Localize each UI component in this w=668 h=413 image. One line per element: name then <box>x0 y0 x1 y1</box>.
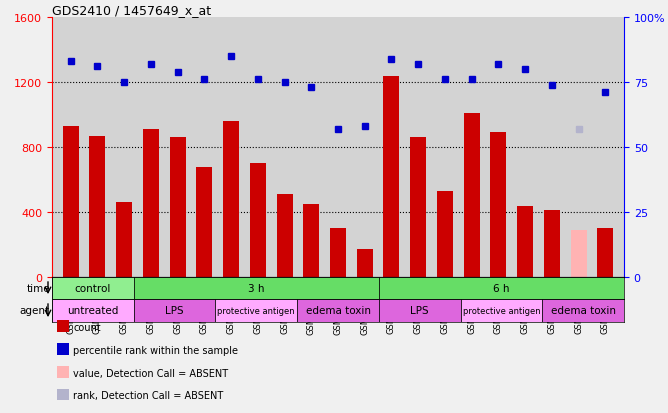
Bar <box>116 203 132 277</box>
Bar <box>170 138 186 277</box>
Bar <box>90 136 106 277</box>
Bar <box>437 191 453 277</box>
Bar <box>379 277 624 299</box>
Text: percentile rank within the sample: percentile rank within the sample <box>73 345 238 355</box>
Text: LPS: LPS <box>165 306 184 316</box>
Text: control: control <box>75 283 111 293</box>
Text: LPS: LPS <box>410 306 429 316</box>
Bar <box>544 211 560 277</box>
Bar <box>52 299 134 322</box>
Text: 6 h: 6 h <box>493 283 510 293</box>
Bar <box>196 167 212 277</box>
Bar <box>464 114 480 277</box>
Bar <box>134 277 379 299</box>
Bar <box>330 229 346 277</box>
Text: GDS2410 / 1457649_x_at: GDS2410 / 1457649_x_at <box>52 4 211 17</box>
Bar <box>460 299 542 322</box>
Bar <box>250 164 266 277</box>
Bar <box>517 206 533 277</box>
Text: edema toxin: edema toxin <box>550 306 616 316</box>
Bar <box>303 204 319 277</box>
Text: rank, Detection Call = ABSENT: rank, Detection Call = ABSENT <box>73 390 223 400</box>
Text: count: count <box>73 322 101 332</box>
Bar <box>223 122 239 277</box>
Bar <box>597 229 613 277</box>
Bar <box>570 230 587 277</box>
Bar <box>379 299 460 322</box>
Text: time: time <box>26 283 50 293</box>
Bar <box>383 76 399 277</box>
Text: 3 h: 3 h <box>248 283 265 293</box>
Text: untreated: untreated <box>67 306 118 316</box>
Bar <box>297 299 379 322</box>
Bar <box>357 249 373 277</box>
Bar <box>143 130 159 277</box>
Text: protective antigen: protective antigen <box>218 306 295 315</box>
Text: agent: agent <box>20 306 50 316</box>
Bar <box>277 195 293 277</box>
Bar <box>52 277 134 299</box>
Bar <box>542 299 624 322</box>
Bar <box>215 299 297 322</box>
Text: edema toxin: edema toxin <box>305 306 371 316</box>
Bar <box>63 126 79 277</box>
Text: protective antigen: protective antigen <box>463 306 540 315</box>
Bar <box>410 138 426 277</box>
Text: value, Detection Call = ABSENT: value, Detection Call = ABSENT <box>73 368 228 377</box>
Bar <box>134 299 215 322</box>
Bar <box>490 133 506 277</box>
